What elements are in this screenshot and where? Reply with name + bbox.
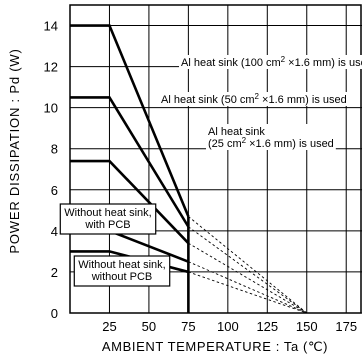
series-label-line: Al heat sink [208, 126, 265, 138]
series-extrapolation-line [188, 261, 307, 314]
series-label-line: with PCB [84, 219, 130, 231]
series-label: Without heat sink,with PCB [59, 203, 157, 235]
series-extrapolation-line [188, 216, 308, 314]
y-tick-label: 10 [44, 101, 58, 116]
series-extrapolation-line [188, 271, 307, 314]
series-label: Without heat sink,without PCB [73, 255, 171, 287]
plot-frame [69, 4, 362, 314]
x-tick-label: 75 [181, 319, 195, 334]
series-label-line: (25 cm2 ×1.6 mm) is used [208, 136, 334, 150]
x-tick-label: 25 [102, 319, 116, 334]
series-label-line: without PCB [91, 271, 153, 283]
series-label-bg [206, 124, 336, 150]
series-labels: Al heat sink (100 cm2 ×1.6 mm) is used Al… [59, 55, 362, 287]
series-label: Al heat sink (100 cm2 ×1.6 mm) is used [179, 55, 362, 69]
series-label-bg [179, 55, 362, 69]
x-tick-label: 125 [256, 319, 278, 334]
series-label-bg [159, 92, 349, 106]
x-tick-label: 100 [217, 319, 239, 334]
y-tick-label: 0 [51, 306, 58, 321]
series-label-line: Without heat sink, [64, 207, 151, 219]
x-tick-label: 50 [142, 319, 156, 334]
y-tick-label: 4 [51, 224, 58, 239]
series-line [70, 96, 190, 228]
series-label-box [73, 255, 171, 287]
series-line [70, 159, 190, 245]
series-label-box [59, 203, 157, 235]
series-label-line: Al heat sink (50 cm2 ×1.6 mm) is used [161, 92, 347, 106]
series-extrapolation-line [188, 242, 307, 314]
x-tick-label: 150 [296, 319, 318, 334]
x-tick-labels: 25 50 75 100 125 150 175 [102, 319, 357, 334]
y-tick-label: 14 [44, 19, 58, 34]
extrapolation-lines [188, 216, 308, 314]
y-tick-labels: 0 2 4 6 8 10 12 14 [44, 19, 58, 321]
series-label: Al heat sink(25 cm2 ×1.6 mm) is used [206, 124, 336, 150]
x-axis-label: AMBIENT TEMPERATURE : Ta (℃) [102, 339, 328, 354]
y-tick-label: 12 [44, 60, 58, 75]
y-tick-label: 8 [51, 142, 58, 157]
y-tick-label: 6 [51, 183, 58, 198]
x-tick-label: 175 [335, 319, 357, 334]
series-label-line: Without heat sink, [78, 259, 165, 271]
y-axis-label: POWER DISSIPATION : Pd (W) [7, 48, 22, 253]
y-tick-label: 2 [51, 265, 58, 280]
series-extrapolation-line [188, 226, 308, 314]
series-label: Al heat sink (50 cm2 ×1.6 mm) is used [159, 92, 349, 106]
series-label-line: Al heat sink (100 cm2 ×1.6 mm) is used [181, 55, 362, 69]
series-line [70, 24, 190, 217]
